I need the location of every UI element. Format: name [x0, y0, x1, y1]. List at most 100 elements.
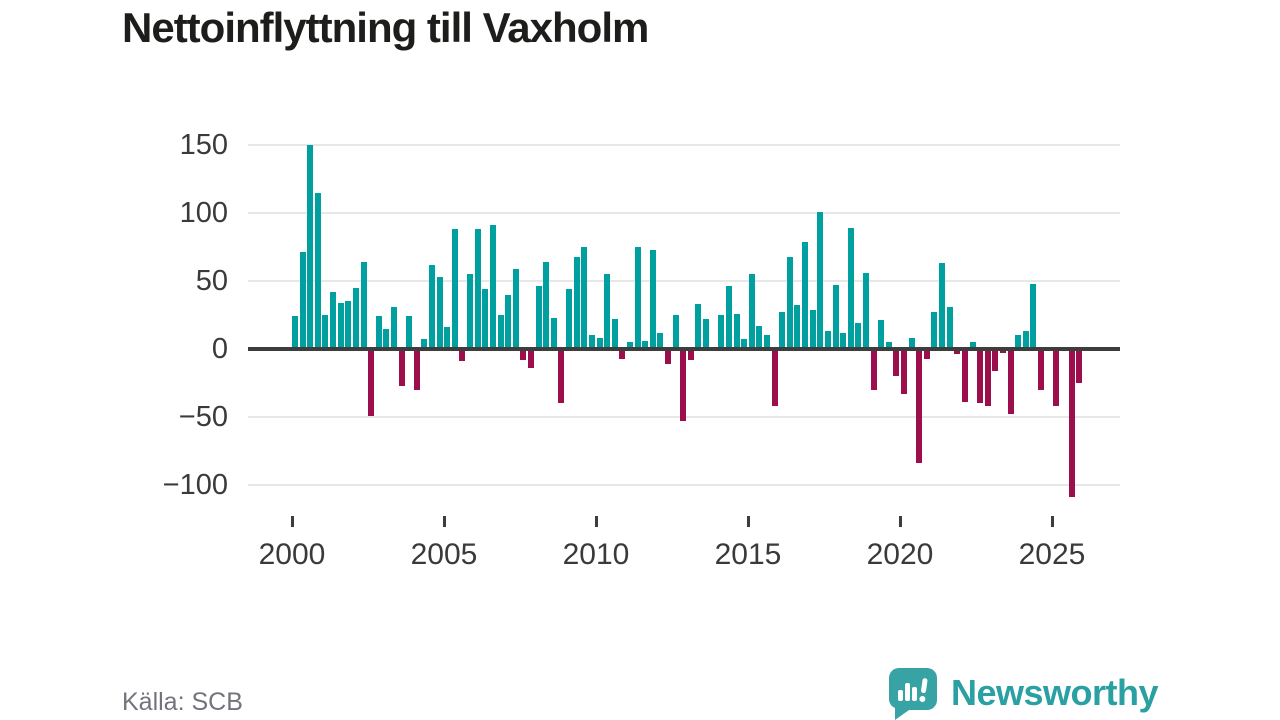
x-axis-label: 2005 [410, 538, 478, 571]
bar [322, 315, 328, 349]
bar [916, 349, 922, 463]
bar [977, 349, 983, 403]
bar [970, 342, 976, 349]
bar [673, 315, 679, 349]
bar [437, 277, 443, 349]
bar [505, 295, 511, 349]
mini-bar-3 [911, 687, 917, 701]
bar [992, 349, 998, 371]
bar [848, 228, 854, 349]
bar [498, 315, 504, 349]
bar [726, 286, 732, 349]
x-axis-label: 2015 [714, 538, 782, 571]
bar [558, 349, 564, 403]
bar [353, 288, 359, 349]
brand-name: Newsworthy [950, 672, 1159, 713]
bar [886, 342, 892, 349]
gridline [248, 484, 1120, 486]
bar [597, 338, 603, 349]
bar [459, 349, 465, 361]
bar [1069, 349, 1075, 497]
bar [361, 262, 367, 349]
bar [536, 286, 542, 349]
zero-axis-line [248, 347, 1120, 351]
bar [315, 193, 321, 349]
bar [749, 274, 755, 349]
bar [718, 315, 724, 349]
bar [688, 349, 694, 360]
bar [734, 314, 740, 349]
bar [581, 247, 587, 349]
bar [513, 269, 519, 349]
y-axis-label: 150 [179, 129, 228, 161]
bar [604, 274, 610, 349]
y-axis-label: 100 [179, 197, 228, 229]
bar [520, 349, 526, 360]
bar [741, 339, 747, 349]
bar [627, 342, 633, 349]
bar [657, 333, 663, 349]
bar [528, 349, 534, 368]
bar [642, 341, 648, 349]
bar [452, 229, 458, 349]
bar [1053, 349, 1059, 406]
bar [779, 312, 785, 349]
mini-bar-2 [904, 683, 910, 701]
bar [764, 335, 770, 349]
bar [787, 257, 793, 349]
x-axis-label: 2025 [1018, 538, 1086, 571]
y-axis-label: −100 [162, 469, 228, 501]
x-axis-tick [747, 516, 750, 527]
exclamation-mark [919, 678, 928, 702]
bar [840, 333, 846, 349]
bar [939, 263, 945, 349]
bar [421, 339, 427, 349]
bar [909, 338, 915, 349]
y-axis-label: 0 [211, 333, 228, 365]
y-axis-label: −50 [178, 401, 228, 433]
bar [406, 316, 412, 349]
bar [833, 285, 839, 349]
bar [794, 305, 800, 349]
source-note: Källa: SCB [122, 688, 243, 716]
bar [825, 331, 831, 349]
bar [338, 303, 344, 349]
bar [368, 349, 374, 416]
bar [772, 349, 778, 406]
speech-bubble-bar-chart-icon [888, 668, 937, 720]
bar [680, 349, 686, 421]
bar [589, 335, 595, 349]
x-axis-tick [443, 516, 446, 527]
bar [376, 316, 382, 349]
bar [482, 289, 488, 349]
bar [1038, 349, 1044, 390]
bar [703, 319, 709, 349]
bar [817, 212, 823, 349]
bar [1023, 331, 1029, 349]
x-axis-label: 2020 [866, 538, 934, 571]
mini-bar-1 [897, 690, 903, 701]
bar [962, 349, 968, 402]
bar [383, 329, 389, 349]
brand-lockup: Newsworthy [887, 666, 1159, 720]
x-axis-tick [291, 516, 294, 527]
bar [1015, 335, 1021, 349]
bar [878, 320, 884, 349]
bar [947, 307, 953, 349]
bar [756, 326, 762, 349]
bar [292, 316, 298, 349]
x-axis-label: 2010 [562, 538, 630, 571]
bar [399, 349, 405, 386]
bar [429, 265, 435, 349]
bar [931, 312, 937, 349]
gridline [248, 212, 1120, 214]
bar [391, 307, 397, 349]
bar [665, 349, 671, 364]
bar [924, 349, 930, 359]
bar [1076, 349, 1082, 383]
bar [695, 304, 701, 349]
bar [954, 349, 960, 354]
x-axis-tick [899, 516, 902, 527]
